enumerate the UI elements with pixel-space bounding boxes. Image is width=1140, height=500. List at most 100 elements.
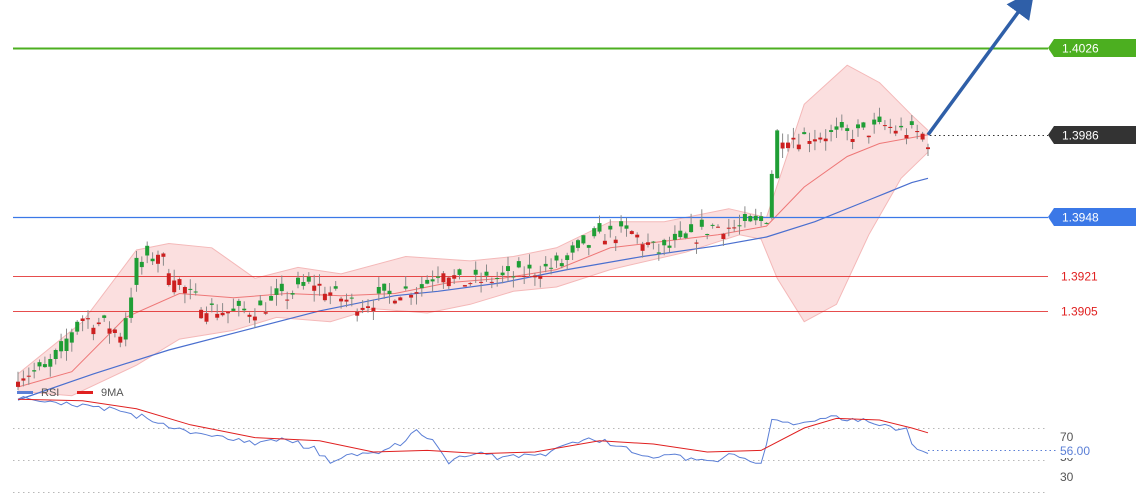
candle-body [452, 275, 457, 279]
candle-body [339, 298, 344, 302]
candle-body [586, 245, 591, 248]
candle-body [667, 245, 672, 248]
candle-body [920, 133, 925, 140]
price-tag-box [1048, 126, 1136, 144]
candle-body [850, 139, 855, 142]
candle-body [392, 300, 397, 304]
candle-body [732, 227, 737, 229]
candle-body [290, 293, 295, 295]
candle-body [796, 144, 801, 150]
price-tag-label: 1.3948 [1062, 211, 1099, 225]
candle-body [349, 297, 354, 299]
candle-body [360, 307, 365, 310]
candle-body [629, 231, 634, 234]
candle-body [172, 280, 177, 293]
candle-body [807, 141, 812, 144]
candle-body [446, 277, 451, 287]
candle-body [414, 292, 419, 294]
candle-body [269, 296, 274, 301]
candle-body [285, 299, 290, 301]
candle-body [839, 122, 844, 128]
candle-body [737, 225, 742, 227]
candle-body [355, 311, 360, 316]
candle-body [904, 135, 909, 139]
candle-body [188, 288, 193, 290]
candle-body [64, 338, 69, 351]
price-tag-box [1048, 39, 1136, 57]
candle-body [425, 279, 430, 284]
candle-body [457, 269, 462, 275]
rsi-series-9ma [17, 398, 929, 455]
candle-body [182, 287, 187, 294]
candle-body [710, 224, 715, 226]
candle-body [258, 300, 263, 306]
forecast-arrow-layer [926, 0, 1035, 136]
price-tag-label: 1.3986 [1062, 129, 1099, 143]
candle-body [829, 130, 834, 132]
candle-body [721, 233, 726, 239]
candle-body [91, 327, 96, 335]
candle-body [532, 275, 537, 278]
candle-body [823, 138, 828, 142]
candle-body [522, 275, 527, 277]
candle-body [274, 288, 279, 295]
candle-body [107, 328, 112, 334]
candle-body [112, 329, 117, 333]
candle-body [893, 130, 898, 134]
candle-body [156, 254, 160, 264]
candle-body [549, 267, 554, 269]
candle-body [705, 234, 710, 235]
price-tag-1-3948: 1.3948 [1048, 208, 1136, 226]
candle-body [226, 312, 230, 314]
candle-body [559, 263, 564, 267]
candle-body [812, 139, 817, 142]
candle-body [646, 242, 650, 245]
candle-body [909, 121, 914, 125]
bollinger-band-layer [17, 64, 929, 397]
candle-body [694, 242, 699, 244]
candle-body [592, 228, 597, 237]
candle-body [366, 306, 370, 308]
candle-body [242, 308, 247, 311]
candle-body [53, 350, 58, 359]
candle-body [96, 322, 101, 325]
price-tag-1-3905: 1.3905 [1061, 305, 1098, 319]
candle-body [651, 241, 656, 243]
candle-body [123, 318, 128, 340]
candle-body [538, 275, 543, 279]
candle-body [786, 142, 790, 149]
bollinger-band-area [18, 65, 928, 396]
candle-body [791, 137, 796, 140]
candle-body [118, 336, 123, 343]
candle-body [640, 244, 645, 251]
candle-body [204, 313, 209, 322]
candle-body [678, 230, 683, 238]
candle-body [468, 283, 473, 285]
candle-body [656, 252, 661, 254]
candle-body [21, 378, 26, 381]
rsi-current-value: 56.00 [1060, 444, 1090, 458]
candle-body [624, 225, 629, 229]
candle-body [672, 233, 677, 240]
candle-body [220, 312, 225, 316]
candle-body [769, 173, 774, 218]
candle-body [215, 313, 220, 318]
candle-body [134, 257, 139, 285]
candle-body [80, 318, 85, 321]
candle-body [193, 291, 198, 293]
candle-body [59, 341, 64, 352]
candle-body [484, 271, 489, 276]
candle-body [527, 264, 532, 269]
rsi-series-rsi [17, 395, 929, 465]
candle-body [511, 276, 516, 278]
rsi-axis-labels: 70 50 30 56.00 [1058, 430, 1100, 484]
candle-body [161, 253, 166, 257]
candle-body [554, 255, 559, 261]
rsi-legend: RSI 9MA [17, 387, 124, 399]
candle-body [150, 258, 155, 262]
candle-body [306, 276, 311, 282]
price-tags-layer: 1.4026 1.3986 1.3948 1.3921 1.3905 [1048, 39, 1136, 319]
legend-9ma-label: 9MA [101, 387, 124, 399]
price-tag-1-3921: 1.3921 [1061, 270, 1098, 284]
candle-body [759, 216, 764, 221]
